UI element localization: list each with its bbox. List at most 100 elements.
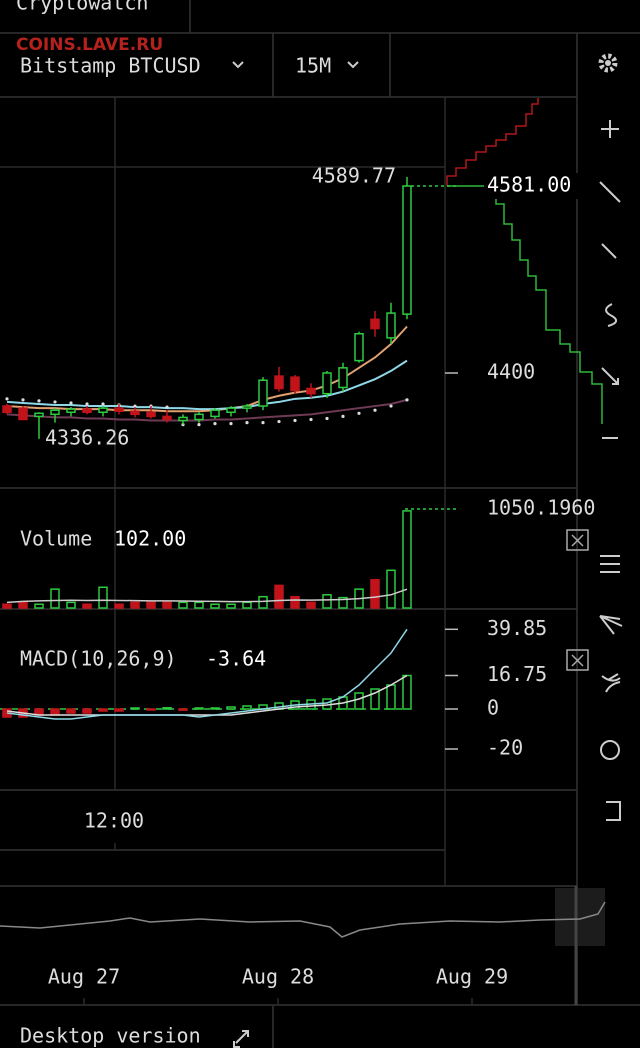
- sar-dot: [85, 402, 89, 406]
- candle-body: [370, 318, 380, 330]
- depth-bids: [447, 185, 603, 424]
- high-label: 4589.77: [312, 163, 396, 187]
- arrow-tool[interactable]: [601, 367, 619, 385]
- depth-asks: [446, 98, 539, 186]
- volume-bar: [82, 603, 92, 609]
- plot: 4400 4581.00 4589.77 4336.26 1050.1960 39.85 1…: [0, 163, 595, 760]
- volume-bar: [178, 601, 188, 609]
- macd-histogram-bar: [178, 708, 188, 711]
- rect-tool[interactable]: [606, 801, 621, 821]
- circle-tool[interactable]: [600, 740, 620, 760]
- macd-histogram-bar: [66, 708, 76, 714]
- sar-dot: [5, 397, 9, 401]
- macd-histogram-bar: [354, 692, 364, 710]
- macd-tick-label: 0: [487, 696, 499, 720]
- volume-bar: [194, 601, 204, 609]
- macd-tick-label: -20: [487, 736, 523, 760]
- macd-histogram-bar: [386, 684, 396, 710]
- sar-dot: [373, 408, 377, 412]
- volume-bar: [306, 601, 316, 609]
- line-tool[interactable]: [599, 181, 621, 203]
- date-label: Aug 28: [242, 965, 314, 989]
- macd-histogram-bar: [130, 707, 140, 710]
- sar-dot: [389, 404, 393, 408]
- sar-dot: [229, 422, 233, 426]
- sar-dot: [37, 399, 41, 403]
- candle-body: [290, 376, 300, 392]
- sar-dot: [293, 418, 297, 423]
- volume-bar: [322, 594, 332, 609]
- candle-body: [194, 413, 204, 421]
- sar-dot: [101, 402, 105, 406]
- sar-dot: [165, 405, 169, 409]
- curve-tool[interactable]: [605, 303, 618, 327]
- candle-body: [146, 411, 156, 418]
- candle-body: [258, 379, 268, 407]
- sar-dot: [197, 423, 201, 427]
- desktop-version-link[interactable]: Desktop version: [20, 1024, 201, 1048]
- fan-tool[interactable]: [599, 615, 623, 635]
- macd-histogram-bar: [114, 708, 124, 712]
- macd-histogram-bar: [98, 708, 108, 712]
- candle-body: [50, 409, 60, 416]
- candle-body: [402, 185, 412, 315]
- interval-selector[interactable]: 15M: [295, 54, 331, 78]
- volume-bar: [34, 603, 44, 609]
- sar-dot: [245, 420, 249, 425]
- macd-histogram-bar: [162, 707, 172, 710]
- candle-body: [162, 415, 172, 421]
- candle-body: [66, 408, 76, 414]
- volume-max-label: 1050.1960: [487, 496, 595, 520]
- ray-tool[interactable]: [601, 243, 617, 259]
- close-volume[interactable]: [566, 529, 589, 551]
- signal-line: [6, 674, 408, 716]
- volume-bar: [50, 588, 60, 609]
- volume-bar: [114, 603, 124, 609]
- market-selector[interactable]: Bitstamp BTCUSD: [20, 54, 201, 78]
- expand-icon: [233, 1030, 249, 1048]
- macd-tick-label: 39.85: [487, 616, 547, 640]
- sar-dot: [277, 419, 281, 424]
- candle-body: [114, 407, 124, 412]
- volume-bar: [18, 601, 28, 609]
- candle-body: [274, 375, 284, 390]
- volume-bar: [130, 601, 140, 609]
- fib-tool[interactable]: [601, 673, 621, 693]
- close-macd[interactable]: [566, 649, 589, 671]
- app-tab[interactable]: Cryptowatch: [16, 0, 148, 15]
- volume-average: [6, 588, 408, 604]
- sar-dot: [213, 422, 217, 426]
- volume-bar: [162, 601, 172, 609]
- candle-body: [386, 312, 396, 339]
- macd-histogram-bar: [370, 688, 380, 710]
- sar-dot: [53, 400, 57, 404]
- candle-body: [2, 405, 12, 414]
- channel-tool[interactable]: [600, 555, 620, 573]
- navigator-line: [0, 901, 606, 938]
- moving-average: [6, 398, 408, 422]
- sar-dot: [405, 398, 409, 402]
- macd-tick-label: 16.75: [487, 662, 547, 686]
- volume-bar: [290, 595, 300, 609]
- candle-body: [338, 367, 348, 389]
- add-tool[interactable]: [601, 120, 619, 138]
- time-label: 12:00: [84, 809, 144, 833]
- settings-button[interactable]: [598, 53, 618, 73]
- volume-bar: [2, 603, 12, 609]
- candle-body: [130, 410, 140, 416]
- sar-dot: [261, 420, 265, 425]
- macd-histogram-bar: [146, 708, 156, 711]
- price-tick-label: 4400: [487, 360, 535, 384]
- macd-histogram-bar: [242, 705, 252, 710]
- candle-body: [306, 387, 316, 395]
- watermark: COINS.LAVE.RU: [16, 35, 163, 55]
- navigator-window[interactable]: [555, 888, 605, 946]
- macd-value: -3.64: [206, 647, 266, 671]
- last-price-box: [484, 173, 580, 199]
- date-label: Aug 27: [48, 965, 120, 989]
- moving-average: [6, 359, 408, 411]
- volume-bar: [66, 601, 76, 609]
- macd-label: MACD(10,26,9): [20, 647, 177, 671]
